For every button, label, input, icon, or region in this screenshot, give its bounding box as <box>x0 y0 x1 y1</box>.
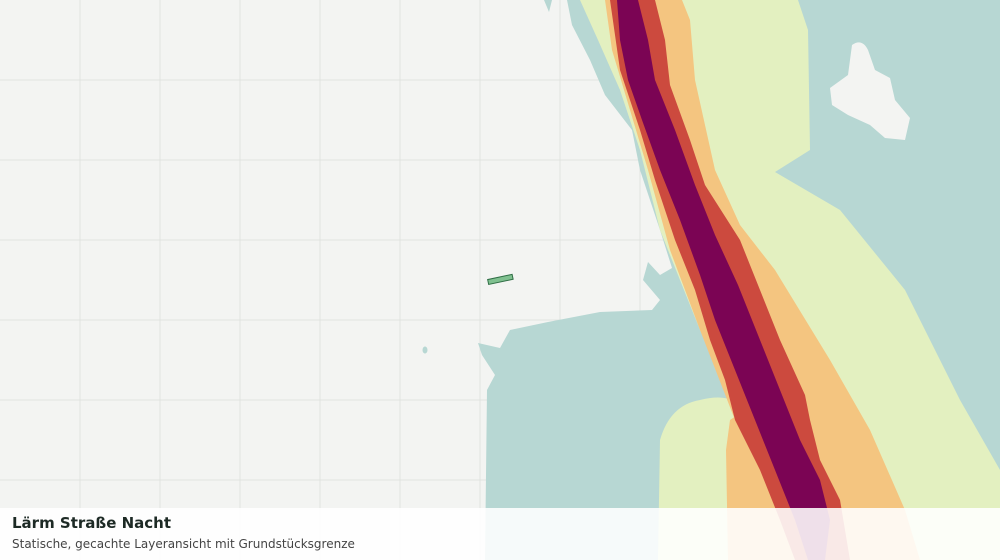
island <box>830 42 910 140</box>
parcel-boundary <box>487 273 514 286</box>
legend-panel: Lärm Straße Nacht Statische, gecachte La… <box>0 508 1000 560</box>
water <box>544 0 552 12</box>
noise-zone-60 <box>617 0 830 560</box>
layer-title: Lärm Straße Nacht <box>12 514 172 532</box>
layer-subtitle: Statische, gecachte Layeransicht mit Gru… <box>12 537 355 551</box>
pond <box>422 346 428 354</box>
